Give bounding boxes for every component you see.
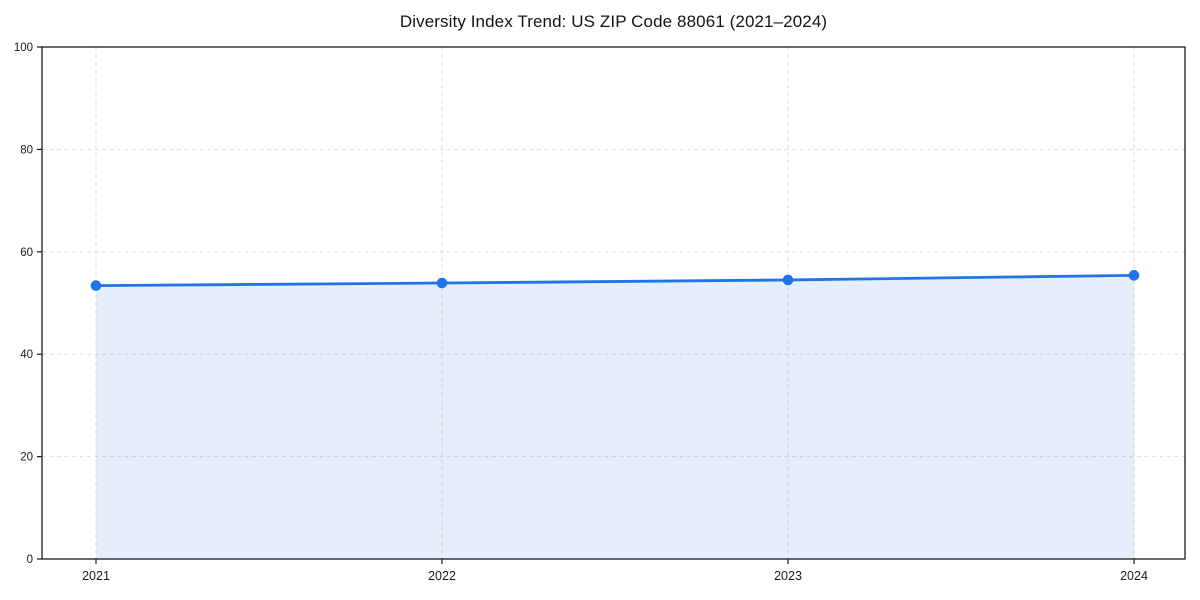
- data-point: [436, 277, 448, 289]
- y-tick-label: 20: [20, 452, 33, 464]
- y-tick-label: 60: [20, 247, 33, 259]
- y-tick-label: 0: [27, 554, 33, 566]
- y-tick-label: 40: [20, 349, 33, 361]
- x-tick-label: 2024: [1120, 569, 1148, 583]
- y-tick-label: 80: [20, 144, 33, 156]
- y-tick-label: 100: [14, 42, 33, 54]
- x-tick-label: 2023: [774, 569, 802, 583]
- trend-line: [94, 273, 1136, 287]
- area-fill: [96, 275, 1134, 559]
- x-tick-label: 2022: [428, 569, 456, 583]
- data-point: [1128, 270, 1140, 281]
- chart-title: Diversity Index Trend: US ZIP Code 88061…: [399, 12, 828, 31]
- data-point: [90, 280, 102, 291]
- plot-frame: [41, 46, 1186, 560]
- x-tick-label: 2021: [82, 569, 110, 583]
- data-point: [782, 274, 794, 286]
